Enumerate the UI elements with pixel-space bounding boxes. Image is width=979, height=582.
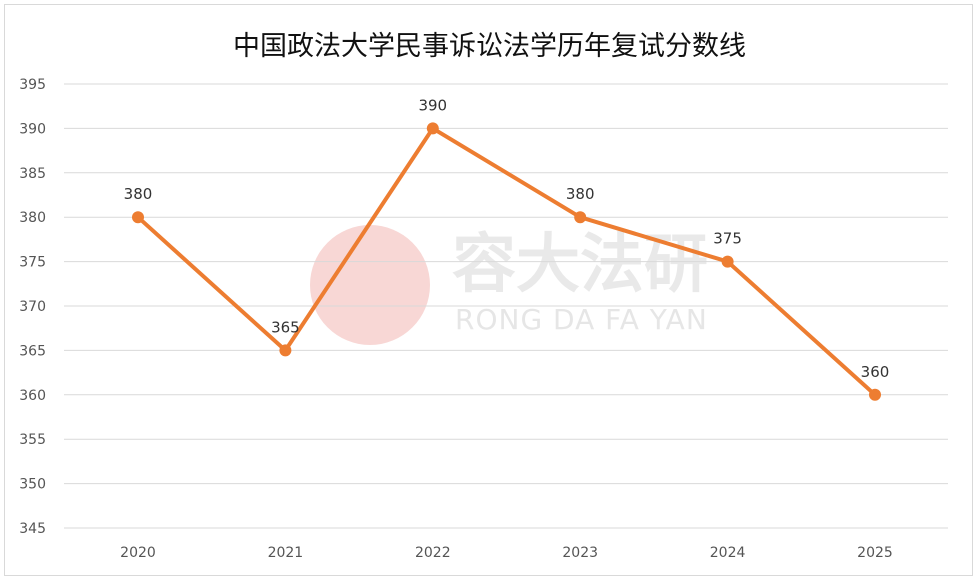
y-tick-label: 395 (19, 77, 46, 93)
data-label: 375 (713, 230, 742, 248)
data-label: 360 (861, 363, 890, 381)
data-point (869, 388, 881, 401)
gridlines (64, 83, 948, 529)
data-point (132, 211, 144, 224)
data-point (721, 255, 734, 268)
watermark-text-en: RONG DA FA YAN (455, 303, 708, 336)
data-point (426, 122, 439, 135)
series-line (136, 126, 877, 397)
y-tick-label: 375 (19, 255, 46, 271)
data-point (279, 344, 292, 357)
y-tick-label: 365 (19, 343, 46, 359)
y-tick-label: 345 (19, 521, 46, 537)
watermark-text-cn: 容大法研 (452, 228, 708, 302)
data-label: 390 (418, 96, 447, 114)
x-tick-label: 2022 (415, 545, 451, 561)
x-tick-label: 2023 (562, 545, 598, 561)
data-points (132, 122, 881, 401)
watermark: 容大法研 RONG DA FA YAN (310, 225, 708, 345)
chart-title: 中国政法大学民事诉讼法学历年复试分数线 (233, 31, 746, 62)
data-label: 365 (271, 318, 300, 336)
x-tick-label: 2025 (857, 545, 893, 561)
y-tick-label: 385 (19, 166, 46, 182)
y-tick-label: 380 (19, 210, 46, 226)
data-labels: 380 365 390 380 375 360 (124, 96, 890, 380)
chart-frame (4, 4, 973, 576)
data-point (574, 211, 587, 224)
data-label: 380 (124, 185, 153, 203)
data-label: 380 (566, 185, 595, 203)
y-tick-label: 360 (19, 388, 46, 404)
x-tick-label: 2021 (268, 545, 304, 561)
watermark-logo-icon (310, 225, 430, 345)
x-tick-label: 2020 (120, 545, 156, 561)
series-path (136, 126, 877, 397)
y-tick-label: 370 (19, 299, 46, 315)
y-tick-label: 350 (19, 477, 46, 493)
x-axis-ticks: 2020 2021 2022 2023 2024 2025 (120, 545, 893, 561)
y-tick-label: 390 (19, 121, 46, 137)
y-axis-ticks: 395 390 385 380 375 370 365 360 355 350 345 (19, 77, 46, 537)
y-tick-label: 355 (19, 432, 46, 448)
x-tick-label: 2024 (710, 545, 746, 561)
